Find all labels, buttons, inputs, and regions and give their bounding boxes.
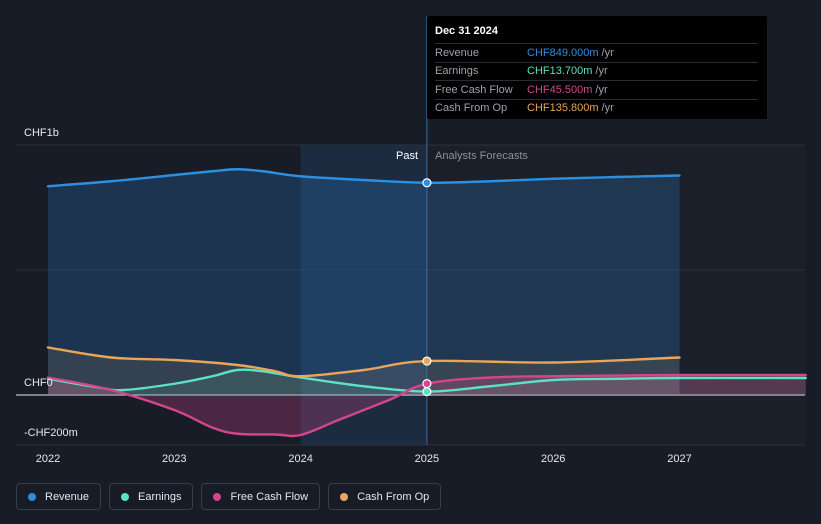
tooltip-series-unit: /yr: [601, 46, 614, 59]
revenue-marker: [422, 178, 432, 188]
tooltip-series-unit: /yr: [601, 102, 614, 115]
x-tick-2024: 2024: [288, 453, 312, 465]
series-lines: [46, 168, 807, 438]
chart-canvas: 2022 2023 2024 2025 2026 2027: [16, 16, 807, 465]
x-tick-2022: 2022: [36, 453, 60, 465]
tooltip-rows: Revenue CHF849.000m/yr Earnings CHF13.700m /…: [435, 43, 758, 117]
tooltip-series-name: Revenue: [435, 46, 480, 59]
free-cash-flow-line: [46, 373, 807, 438]
earnings-area: [48, 369, 806, 395]
legend-item-revenue[interactable]: Revenue: [16, 483, 102, 510]
gridlines: [16, 144, 805, 446]
y-label-1: CHF0: [24, 377, 53, 389]
legend-label: Revenue: [45, 490, 90, 503]
y-label-0: CHF1b: [24, 127, 59, 139]
series-markers: [422, 178, 432, 397]
tooltip-row: Cash From Op CHF135.800m/yr: [435, 98, 758, 118]
legend-item-free-cash-flow[interactable]: Free Cash Flow: [201, 483, 321, 510]
legend-label: Earnings: [138, 490, 182, 503]
legend-dot-icon: [121, 492, 130, 501]
tooltip-row: Free Cash Flow CHF45.500m/yr: [435, 80, 758, 99]
tooltip: Dec 31 2024 Revenue CHF849.000m/yr Earning…: [427, 16, 767, 119]
earnings-line: [46, 368, 807, 393]
x-axis-ticks: 2022 2023 2024 2025 2026 2027: [36, 453, 692, 465]
tooltip-series-unit: /yr: [595, 83, 608, 96]
legend-label: Free Cash Flow: [230, 490, 309, 503]
free-cash-flow-marker: [422, 379, 432, 389]
legend-dot-icon: [340, 492, 349, 501]
tooltip-series-value: CHF135.800m: [527, 102, 599, 115]
legend-dot-icon: [213, 492, 222, 501]
revenue-area: [48, 169, 680, 395]
free-cash-flow-area: [48, 374, 806, 436]
tooltip-row: Earnings CHF13.700m/yr: [435, 61, 758, 81]
revenue-line: [46, 168, 681, 188]
x-tick-2027: 2027: [667, 453, 691, 465]
cash-from-op-line: [46, 346, 681, 378]
earnings-marker: [422, 386, 432, 397]
tooltip-series-name: Cash From Op: [435, 102, 508, 115]
tooltip-series-unit: /yr: [595, 65, 608, 78]
legend-dot-icon: [28, 492, 36, 501]
legend-item-earnings[interactable]: Earnings: [109, 483, 194, 510]
tooltip-series-value: CHF849.000m: [527, 46, 599, 59]
forecast-region-label: Analysts Forecasts: [435, 150, 528, 162]
x-tick-2023: 2023: [162, 453, 186, 465]
tooltip-series-name: Earnings: [435, 65, 479, 78]
legend-label: Cash From Op: [357, 490, 430, 503]
legend: Revenue Earnings Free Cash Flow Cash From O…: [16, 483, 442, 510]
tooltip-series-value: CHF45.500m: [527, 83, 593, 96]
tooltip-row: Revenue CHF849.000m/yr: [435, 43, 758, 62]
y-label-2: -CHF200m: [24, 427, 78, 439]
tooltip-date: Dec 31 2024: [435, 25, 498, 37]
tooltip-series-name: Free Cash Flow: [435, 83, 513, 96]
x-tick-2025: 2025: [415, 453, 439, 465]
x-tick-2026: 2026: [541, 453, 565, 465]
tooltip-series-value: CHF13.700m: [527, 65, 593, 78]
legend-item-cash-from-op[interactable]: Cash From Op: [328, 483, 442, 510]
series-areas: [48, 169, 806, 436]
past-region-label: Past: [396, 150, 419, 162]
cash-from-op-marker: [422, 356, 432, 366]
